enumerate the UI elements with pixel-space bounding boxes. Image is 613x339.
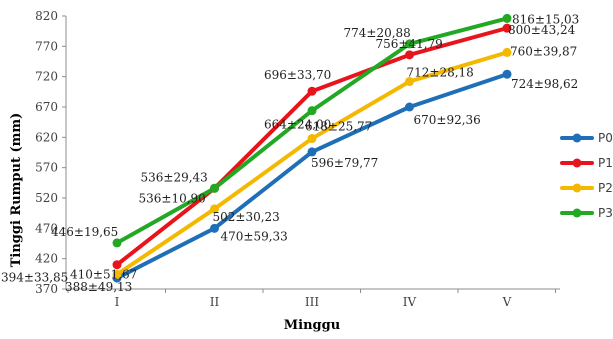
data-label-p0: 470±59,33 — [221, 229, 288, 243]
x-tick-label: II — [210, 295, 220, 309]
y-tick-label: 370 — [35, 282, 58, 296]
data-label-p2: 502±30,23 — [213, 210, 280, 224]
data-label-p1: 756±41,79 — [376, 37, 443, 51]
legend-marker-p1 — [572, 158, 582, 168]
data-point-p2 — [112, 269, 122, 279]
y-tick-label: 470 — [35, 221, 58, 235]
y-tick-label: 420 — [35, 252, 58, 266]
data-point-p1 — [307, 86, 317, 96]
legend: P0 P1 P2 P3 — [560, 131, 613, 220]
data-label-p0: 388±49,13 — [65, 280, 132, 294]
y-tick-label: 820 — [35, 9, 58, 23]
data-point-p0 — [502, 69, 512, 79]
data-point-p3 — [210, 183, 219, 193]
data-label-p0: 670±92,36 — [414, 113, 481, 127]
y-tick-label: 620 — [35, 130, 58, 144]
y-axis-title: Tinggi Rumput (mm) — [9, 113, 24, 268]
data-label-p1: 410±51,67 — [70, 268, 137, 282]
data-point-p2 — [502, 47, 512, 57]
x-tick-label: III — [305, 295, 319, 309]
y-tick-label: 520 — [35, 191, 58, 205]
data-point-p3 — [405, 39, 414, 49]
series-line-p1 — [115, 26, 509, 267]
data-point-p0 — [210, 223, 219, 233]
data-point-p3 — [112, 238, 122, 248]
y-tick-label: 720 — [35, 70, 58, 84]
legend-marker-p3 — [572, 208, 582, 218]
data-label-p1: 696±33,70 — [264, 68, 331, 82]
data-point-p0 — [307, 147, 317, 157]
data-label-p3: 664±24,00 — [264, 118, 331, 132]
legend-label-p3: P3 — [598, 206, 613, 220]
data-point-p1 — [502, 23, 512, 33]
legend-marker-p0 — [572, 133, 582, 143]
data-point-p1 — [405, 50, 414, 60]
legend-label-p1: P1 — [598, 156, 613, 170]
data-label-p2: 760±39,87 — [510, 44, 577, 58]
legend-marker-p2 — [572, 183, 582, 193]
data-point-p2 — [307, 134, 317, 144]
data-label-p3: 446±19,65 — [51, 225, 118, 239]
data-point-p2 — [210, 204, 219, 214]
x-tick-label: V — [502, 295, 512, 309]
data-label-p2: 712±28,18 — [407, 66, 474, 80]
data-label-p0: 596±79,77 — [311, 156, 378, 170]
legend-label-p0: P0 — [598, 131, 613, 145]
data-point-p3 — [307, 106, 317, 116]
x-tick-label: I — [115, 295, 120, 309]
data-label-p3: 536±29,43 — [141, 170, 208, 184]
data-label-p3: 774±20,88 — [344, 26, 411, 40]
data-point-p1 — [112, 260, 122, 270]
series-points-group — [112, 13, 512, 283]
data-point-p3 — [502, 13, 512, 23]
data-label-p1: 536±10,90 — [139, 191, 206, 205]
data-point-p0 — [405, 102, 414, 112]
x-tick-label: IV — [403, 295, 417, 309]
data-label-p0: 724±98,62 — [511, 77, 578, 91]
data-point-p2 — [405, 77, 414, 87]
y-tick-label: 670 — [35, 100, 58, 114]
legend-label-p2: P2 — [598, 181, 613, 195]
data-label-p2: 394±33,85 — [1, 270, 68, 284]
data-label-p2: 618±25,77 — [305, 120, 372, 134]
y-tick-label: 570 — [35, 161, 58, 175]
data-labels-group: 388±49,13 470±59,33 596±79,77 670±92,36 724±… — [1, 12, 579, 294]
data-label-p3: 816±15,03 — [512, 12, 579, 26]
y-tick-label: 770 — [35, 39, 58, 53]
axes-group — [65, 16, 560, 290]
data-label-p1: 800±43,24 — [508, 23, 576, 37]
x-axis-title: Minggu — [284, 318, 340, 333]
